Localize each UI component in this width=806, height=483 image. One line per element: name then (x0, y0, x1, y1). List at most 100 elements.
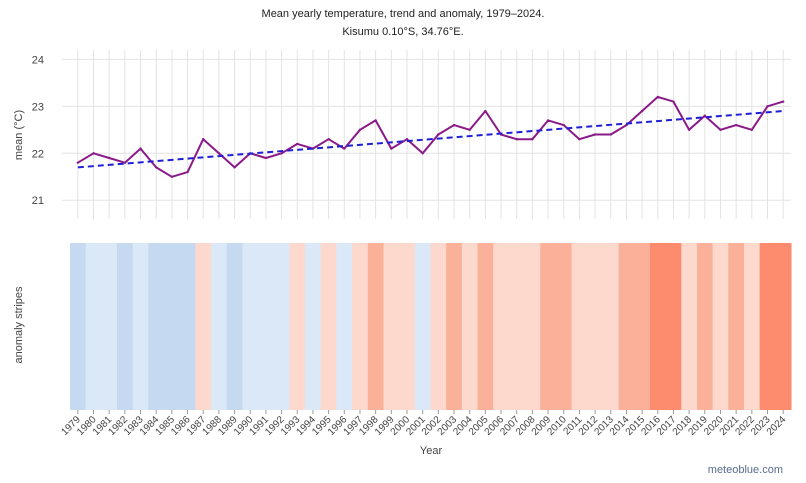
mean-temperature-point (123, 161, 127, 164)
anomaly-stripe (743, 243, 761, 410)
mean-temperature-point (186, 170, 189, 174)
mean-temperature-point (531, 137, 534, 141)
anomaly-stripe (634, 243, 651, 410)
chart-subtitle: Kisumu 0.10°S, 34.76°E. (342, 26, 463, 38)
chart-title: Mean yearly temperature, trend and anoma… (262, 8, 545, 20)
mean-temperature-point (405, 137, 409, 141)
y-tick-label: 21 (32, 195, 44, 207)
anomaly-stripe (85, 243, 102, 410)
y-tick-label: 22 (32, 148, 44, 160)
mean-temperature-point (343, 147, 346, 150)
anomaly-stripe (195, 243, 212, 410)
x-tick-label: 2024 (765, 414, 789, 438)
mean-temperature-point (233, 166, 236, 169)
anomaly-stripe (211, 243, 228, 410)
anomaly-stripe (242, 243, 259, 410)
anomaly-stripe (696, 243, 714, 410)
mean-temperature-point (139, 147, 142, 150)
anomaly-stripe (775, 243, 792, 410)
anomaly-stripe (399, 243, 416, 410)
mean-temperature-point (452, 123, 456, 127)
anomaly-stripe (681, 243, 698, 410)
mean-temperature-point (750, 128, 754, 132)
mean-temperature-point (202, 137, 205, 141)
anomaly-stripe (117, 243, 134, 410)
anomaly-stripe (728, 243, 745, 410)
anomaly-stripe (70, 243, 87, 410)
anomaly-stripe (618, 243, 635, 410)
anomaly-stripe (477, 243, 494, 410)
mean-temperature-point (562, 123, 565, 127)
anomaly-stripe (665, 243, 682, 410)
mean-temperature-point (719, 128, 722, 132)
mean-temperature-point (593, 133, 597, 136)
anomaly-stripe (414, 243, 431, 410)
anomaly-stripe (148, 243, 165, 410)
anomaly-stripes (70, 243, 792, 410)
mean-temperature-point (781, 100, 785, 103)
stripes-axis-label: anomaly stripes (13, 286, 25, 364)
anomaly-stripe (179, 243, 196, 410)
anomaly-stripe (602, 243, 620, 410)
mean-temperature-point (170, 175, 174, 178)
mean-temperature-point (76, 161, 80, 164)
mean-temperature-point (374, 119, 377, 122)
anomaly-stripe (540, 243, 557, 410)
anomaly-stripe (336, 243, 353, 410)
anomaly-stripe (524, 243, 541, 410)
mean-temperature-point (515, 137, 518, 141)
mean-temperature-point (484, 109, 487, 113)
mean-temperature-point (107, 156, 111, 160)
anomaly-stripe (320, 243, 337, 410)
mean-temperature-point (421, 152, 424, 155)
mean-temperature-point (390, 147, 393, 150)
branding-link[interactable]: meteoblue.com (708, 464, 783, 476)
mean-temperature-point (327, 137, 330, 141)
y-tick-label: 23 (32, 101, 44, 113)
anomaly-stripe (132, 243, 149, 410)
anomaly-stripe (258, 243, 275, 410)
anomaly-stripe (226, 243, 243, 410)
mean-temperature-point (672, 100, 675, 103)
anomaly-stripe (446, 243, 463, 410)
anomaly-stripe (461, 243, 479, 410)
mean-temperature-point (609, 133, 612, 136)
anomaly-stripe (305, 243, 322, 410)
mean-temperature-point (217, 152, 221, 155)
mean-temperature-point (468, 128, 471, 132)
anomaly-stripe (383, 243, 400, 410)
mean-temperature-point (734, 123, 738, 127)
mean-temperature-point (92, 152, 95, 155)
mean-temperature-point (578, 137, 581, 141)
mean-temperature-point (296, 142, 299, 146)
y-axis-label: mean (°C) (13, 110, 25, 160)
anomaly-stripe (649, 243, 667, 410)
x-axis-label: Year (420, 445, 443, 457)
mean-temperature-point (264, 156, 268, 160)
mean-temperature-point (155, 166, 158, 169)
anomaly-stripe (289, 243, 306, 410)
anomaly-stripe (571, 243, 588, 410)
anomaly-stripe (587, 243, 604, 410)
anomaly-stripe (273, 243, 290, 410)
anomaly-stripe (712, 243, 729, 410)
mean-temperature-point (546, 119, 550, 122)
mean-temperature-point (687, 128, 691, 132)
y-tick-label: 24 (32, 54, 44, 66)
grid (62, 50, 791, 219)
anomaly-stripe (101, 243, 118, 410)
anomaly-stripe (508, 243, 526, 410)
mean-temperature-point (358, 128, 362, 132)
anomaly-stripe (493, 243, 510, 410)
y-axis: 21 22 23 24 (32, 54, 44, 207)
anomaly-stripe (759, 243, 776, 410)
trend-line (77, 110, 784, 169)
anomaly-stripe (164, 243, 181, 410)
anomaly-stripe (367, 243, 384, 410)
mean-temperature-point (703, 114, 706, 117)
mean-temperature-point (656, 95, 659, 99)
mean-temperature-point (625, 123, 628, 127)
plot-area (76, 95, 785, 178)
mean-temperature-point (280, 152, 283, 155)
